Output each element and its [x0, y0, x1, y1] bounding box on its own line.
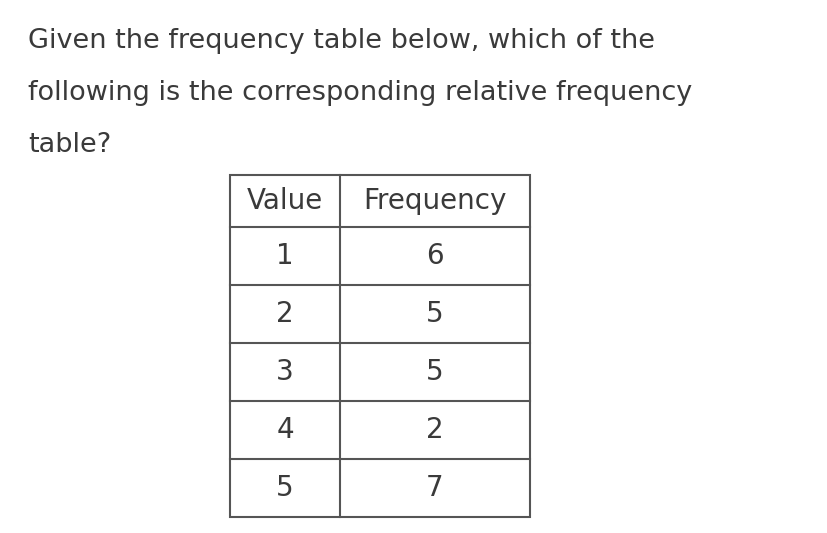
Text: 2: 2 — [426, 416, 443, 444]
Text: 5: 5 — [426, 358, 443, 386]
Text: following is the corresponding relative frequency: following is the corresponding relative … — [28, 80, 691, 106]
Text: 2: 2 — [276, 300, 294, 328]
Bar — [230, 175, 529, 517]
Text: 4: 4 — [276, 416, 294, 444]
Text: table?: table? — [28, 132, 111, 158]
Text: 5: 5 — [426, 300, 443, 328]
Text: 3: 3 — [275, 358, 294, 386]
Text: 1: 1 — [276, 242, 294, 270]
Text: Value: Value — [246, 187, 323, 215]
Text: 7: 7 — [426, 474, 443, 502]
Text: Given the frequency table below, which of the: Given the frequency table below, which o… — [28, 28, 654, 54]
Text: Frequency: Frequency — [363, 187, 506, 215]
Text: 6: 6 — [426, 242, 443, 270]
Text: 5: 5 — [276, 474, 294, 502]
